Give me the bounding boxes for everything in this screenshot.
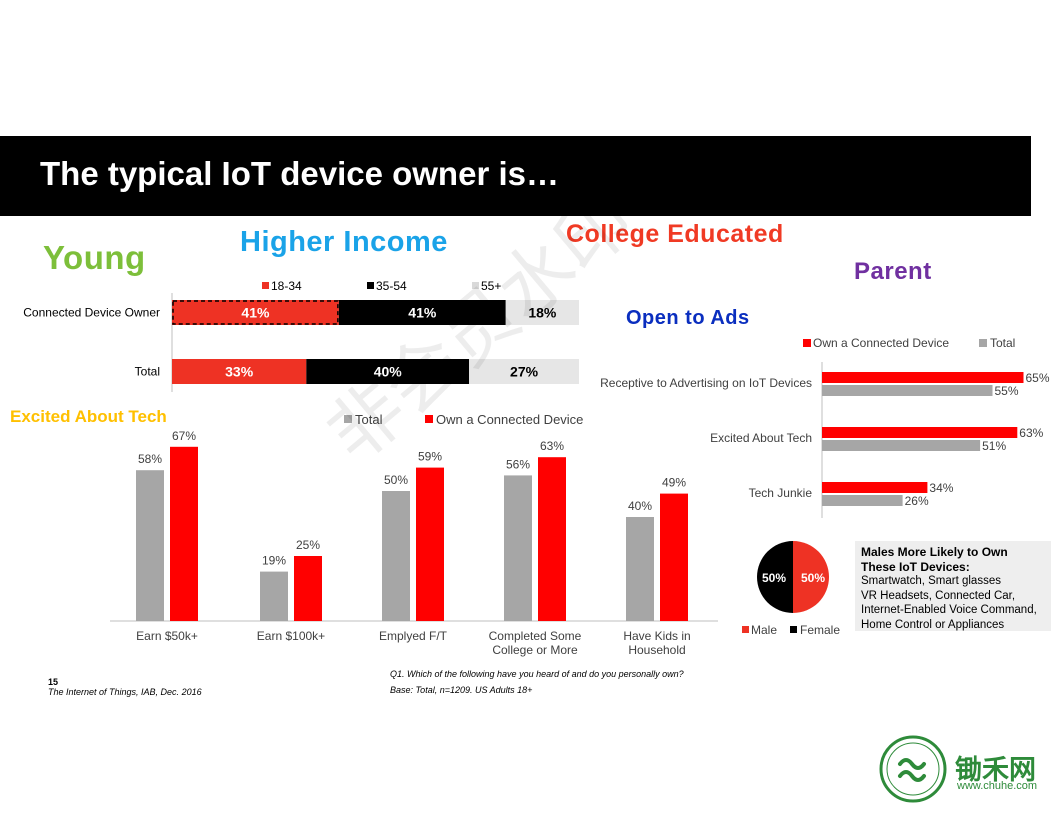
- legend-label: 18-34: [271, 279, 302, 293]
- title-bar: [0, 136, 1031, 216]
- heading-higher-income: Higher Income: [240, 226, 448, 258]
- note-line: VR Headsets, Connected Car,: [861, 589, 1016, 602]
- base-note: Base: Total, n=1209. US Adults 18+: [390, 685, 533, 695]
- age-bar-35-54: [306, 359, 470, 384]
- ads-bar-total: [822, 385, 993, 396]
- legend-label: Total: [990, 336, 1015, 350]
- pie-slice-male: [793, 541, 829, 613]
- demographics-bar-owner: [170, 446, 198, 621]
- legend-swatch-Total: [344, 415, 352, 423]
- age-data-label: 41%: [408, 305, 437, 321]
- pie-data-label: 50%: [801, 571, 825, 585]
- legend-label: Male: [751, 623, 777, 637]
- page-number: 15: [48, 677, 59, 687]
- ads-data-label: 65%: [1026, 371, 1050, 385]
- demographics-bar-total: [382, 491, 410, 621]
- age-bar-55+: [469, 359, 579, 384]
- demographics-data-label: 58%: [138, 452, 162, 466]
- logo-text: 锄禾网: [955, 755, 1036, 786]
- legend-label: 55+: [481, 279, 501, 293]
- note-line: Internet-Enabled Voice Command,: [861, 604, 1037, 616]
- age-bar-55+: [505, 300, 579, 325]
- age-data-label: 41%: [241, 305, 270, 321]
- ads-category-label: Receptive to Advertising on IoT Devices: [600, 376, 812, 390]
- legend-swatch-male: [742, 626, 749, 633]
- demographics-bar-owner: [538, 457, 566, 621]
- demographics-category-label: Completed Some College or More: [489, 629, 582, 657]
- ads-bar-total: [822, 495, 903, 506]
- legend-swatch-35-54: [367, 282, 374, 289]
- pie-data-label: 50%: [762, 571, 786, 585]
- demographics-bar-owner: [660, 493, 688, 621]
- legend-swatch-18-34: [262, 282, 269, 289]
- demographics-bar-total: [626, 517, 654, 621]
- age-bar-18-34: [172, 359, 307, 384]
- ads-data-label: 55%: [995, 384, 1019, 398]
- demographics-data-label: 50%: [384, 473, 408, 487]
- note-line: Smartwatch, Smart glasses: [861, 575, 1001, 587]
- ads-bar-owner: [822, 427, 1018, 438]
- logo-icon: [879, 735, 947, 803]
- ads-data-label: 51%: [982, 439, 1006, 453]
- demographics-bar-owner: [416, 467, 444, 621]
- demographics-category-label: Earn $100k+: [257, 629, 325, 643]
- demographics-bar-total: [260, 571, 288, 621]
- demographics-data-label: 56%: [506, 457, 530, 471]
- ads-bar-total: [822, 440, 981, 451]
- ads-bar-owner: [822, 372, 1024, 383]
- heading-excited-about-tech: Excited About Tech: [10, 407, 167, 426]
- logo-url[interactable]: www.chuhe.com: [957, 780, 1038, 792]
- age-data-label: 40%: [374, 364, 403, 380]
- demographics-data-label: 59%: [418, 450, 442, 464]
- legend-swatch-55+: [472, 282, 479, 289]
- ads-category-label: Tech Junkie: [749, 486, 813, 500]
- age-data-label: 27%: [510, 364, 539, 380]
- demographics-data-label: 25%: [296, 538, 320, 552]
- pie-slice-female: [757, 541, 793, 613]
- age-category-label: Connected Device Owner: [23, 306, 160, 320]
- age-data-label: 33%: [225, 364, 254, 380]
- demographics-category-label: Have Kids in Household: [623, 629, 690, 657]
- ads-bar-owner: [822, 482, 928, 493]
- demographics-data-label: 49%: [662, 476, 686, 490]
- question-note: Q1. Which of the following have you hear…: [390, 669, 684, 679]
- legend-label: Own a Connected Device: [436, 412, 583, 427]
- ads-category-label: Excited About Tech: [710, 431, 812, 445]
- note-title: Males More Likely to Own These IoT Devic…: [861, 545, 1008, 574]
- legend-swatch-total: [979, 339, 987, 347]
- demographics-data-label: 40%: [628, 499, 652, 513]
- legend-label: Female: [800, 623, 840, 637]
- legend-label: Total: [355, 412, 383, 427]
- ads-data-label: 34%: [929, 481, 953, 495]
- demographics-data-label: 19%: [262, 554, 286, 568]
- legend-label: Own a Connected Device: [813, 336, 949, 350]
- demographics-category-label: Earn $50k+: [136, 629, 198, 643]
- age-category-label: Total: [135, 365, 160, 379]
- demographics-bar-total: [136, 470, 164, 621]
- heading-college-educated: College Educated: [566, 220, 784, 248]
- note-box: Males More Likely to Own These IoT Devic…: [855, 541, 1051, 631]
- age-highlight-box: [172, 300, 339, 325]
- heading-young: Young: [43, 239, 146, 276]
- legend-swatch-Own a Connected Device: [425, 415, 433, 423]
- demographics-bar-owner: [294, 556, 322, 621]
- demographics-data-label: 67%: [172, 429, 196, 443]
- age-bar-35-54: [338, 300, 506, 325]
- slide-title: The typical IoT device owner is…: [40, 155, 559, 192]
- legend-swatch-owner: [803, 339, 811, 347]
- ads-data-label: 63%: [1019, 426, 1043, 440]
- demographics-bar-total: [504, 475, 532, 621]
- source-note: The Internet of Things, IAB, Dec. 2016: [48, 687, 202, 697]
- ads-data-label: 26%: [905, 494, 929, 508]
- legend-swatch-female: [790, 626, 797, 633]
- demographics-category-label: Emplyed F/T: [379, 629, 448, 643]
- note-line: Home Control or Appliances: [861, 618, 1005, 631]
- heading-open-to-ads: Open to Ads: [626, 307, 750, 329]
- demographics-data-label: 63%: [540, 439, 564, 453]
- age-bar-18-34: [172, 300, 339, 325]
- age-data-label: 18%: [528, 305, 557, 321]
- legend-label: 35-54: [376, 279, 407, 293]
- heading-parent: Parent: [854, 258, 932, 285]
